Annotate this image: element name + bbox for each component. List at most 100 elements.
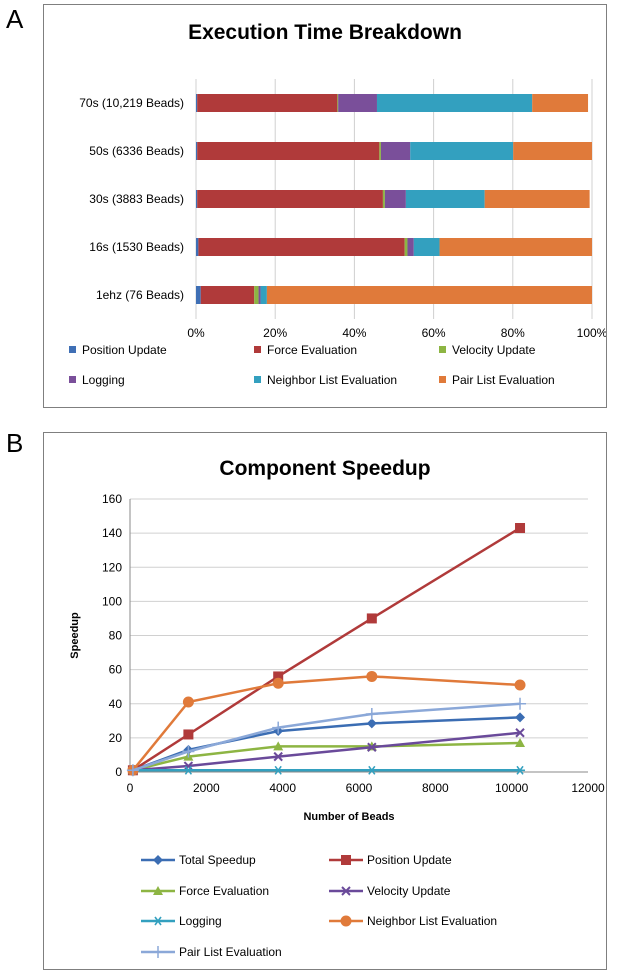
chart-a-x-tick-label: 0% <box>187 326 205 340</box>
chart-b-data-point <box>515 737 526 747</box>
chart-b-data-point <box>183 765 194 775</box>
chart-a-legend-swatch <box>254 346 261 353</box>
chart-b-data-point <box>366 718 377 729</box>
chart-a-bar-segment <box>380 142 411 160</box>
panel-a-letter: A <box>6 4 24 34</box>
chart-a-bar-segment <box>379 142 381 160</box>
chart-a-bar-segment <box>196 190 198 208</box>
chart-a-bar-segment <box>484 190 590 208</box>
chart-b-data-point <box>273 671 284 682</box>
chart-a-legend-swatch <box>254 376 261 383</box>
chart-b-legend-marker <box>341 886 351 896</box>
chart-b-data-point <box>366 670 378 682</box>
chart-b-x-axis-label: Number of Beads <box>303 811 394 823</box>
chart-a-x-tick-label: 80% <box>501 326 525 340</box>
chart-a-bar-segment <box>196 94 198 112</box>
chart-a-legend-label: Velocity Update <box>452 343 536 357</box>
chart-b-y-tick-label: 100 <box>102 594 122 608</box>
chart-b-title: Component Speedup <box>219 457 430 480</box>
chart-b-data-point <box>182 745 195 758</box>
chart-a-bar-segment <box>260 286 267 304</box>
chart-b-y-tick-label: 120 <box>102 560 122 574</box>
chart-a-category-label: 16s (1530 Beads) <box>89 240 184 254</box>
chart-a-bar-segment <box>410 142 514 160</box>
chart-b-x-tick-label: 8000 <box>422 781 449 795</box>
chart-a-bar-segment <box>413 238 440 256</box>
chart-b-data-point <box>366 765 377 775</box>
component-speedup-chart: Component Speedup 0 20 40 60 80 100 120 140 160 0 2… <box>69 457 605 959</box>
chart-b-x-tick-label: 0 <box>127 781 134 795</box>
chart-b-data-point <box>515 712 526 723</box>
chart-a-x-tick-label: 100% <box>577 326 606 340</box>
chart-b-data-point <box>272 721 285 734</box>
panel-b-letter: B <box>6 428 24 458</box>
chart-a-bar-segment <box>337 94 339 112</box>
chart-a-title: Execution Time Breakdown <box>188 21 462 44</box>
chart-a-legend-label: Pair List Evaluation <box>452 373 555 387</box>
chart-b-data-point <box>515 765 526 775</box>
chart-a-bar-segment <box>513 142 592 160</box>
chart-a-legend-swatch <box>439 346 446 353</box>
chart-b-y-tick-label: 40 <box>109 697 123 711</box>
execution-time-breakdown-chart: Execution Time Breakdown 0% 20% 40% 60% 80% 10… <box>69 21 606 387</box>
chart-b-data-point <box>367 742 377 752</box>
chart-a-bar-segment <box>196 238 199 256</box>
panel-b-chart-frame: Component Speedup 0 20 40 60 80 100 120 140 160 0 2… <box>43 432 607 970</box>
chart-a-legend-swatch <box>69 376 76 383</box>
chart-b-legend-label: Force Evaluation <box>179 884 269 898</box>
chart-a-bar-segment <box>197 142 380 160</box>
chart-b-legend-label: Velocity Update <box>367 884 451 898</box>
chart-a-x-tick-label: 20% <box>263 326 287 340</box>
chart-a-bar-segment <box>338 94 377 112</box>
chart-b-y-axis-label: Speedup <box>69 612 81 659</box>
chart-a-bar-segment <box>196 142 198 160</box>
chart-a-legend-label: Force Evaluation <box>267 343 357 357</box>
chart-a-legend-label: Logging <box>82 373 125 387</box>
chart-b-x-tick-label: 4000 <box>269 781 296 795</box>
chart-a-legend-label: Position Update <box>82 343 167 357</box>
chart-b-data-point <box>514 679 526 691</box>
chart-b-data-point <box>515 728 525 738</box>
chart-a-bar-segment <box>197 94 338 112</box>
chart-b-data-point <box>273 765 284 775</box>
chart-a-bar-segment <box>254 286 259 304</box>
chart-a-bar-segment <box>407 238 414 256</box>
chart-b-x-tick-label: 12000 <box>571 781 605 795</box>
chart-b-data-point <box>273 751 283 762</box>
chart-a-bar-segment <box>196 286 201 304</box>
chart-a-bar-segment <box>200 286 255 304</box>
chart-b-data-point <box>515 523 526 534</box>
chart-a-legend-swatch <box>69 346 76 353</box>
chart-a-bar-segment <box>376 94 533 112</box>
chart-a-bar-segment <box>197 190 383 208</box>
chart-b-legend-label: Total Speedup <box>179 853 256 867</box>
chart-a-bar-segment <box>439 238 592 256</box>
chart-b-legend-label: Pair List Evaluation <box>179 945 282 959</box>
chart-b-data-point <box>182 696 194 708</box>
chart-a-legend-swatch <box>439 376 446 383</box>
chart-b-data-point <box>183 729 194 740</box>
chart-b-x-tick-label: 10000 <box>495 781 529 795</box>
chart-b-y-tick-label: 0 <box>115 765 122 779</box>
chart-a-bar-segment <box>404 238 408 256</box>
chart-b-data-point <box>272 677 284 689</box>
chart-b-legend-marker <box>152 946 164 958</box>
chart-b-data-point <box>183 761 194 771</box>
chart-b-x-tick-label: 2000 <box>193 781 220 795</box>
chart-b-y-tick-label: 140 <box>102 526 122 540</box>
chart-b-legend-label: Position Update <box>367 853 452 867</box>
chart-a-bar-segment <box>405 190 485 208</box>
chart-b-legend-marker <box>340 915 352 927</box>
chart-b-legend-label: Logging <box>179 914 222 928</box>
chart-b-legend-marker <box>153 916 163 926</box>
chart-b-data-point <box>366 613 377 624</box>
chart-a-bar-segment <box>382 190 385 208</box>
chart-a-bar-segment <box>266 286 592 304</box>
chart-a-bar-segment <box>532 94 589 112</box>
chart-b-legend-label: Neighbor List Evaluation <box>367 914 497 928</box>
chart-b-y-tick-label: 60 <box>109 663 123 677</box>
chart-b-legend-marker <box>153 886 163 895</box>
chart-a-legend-label: Neighbor List Evaluation <box>267 373 397 387</box>
chart-b-y-tick-label: 20 <box>109 731 123 745</box>
chart-b-x-tick-label: 6000 <box>346 781 373 795</box>
